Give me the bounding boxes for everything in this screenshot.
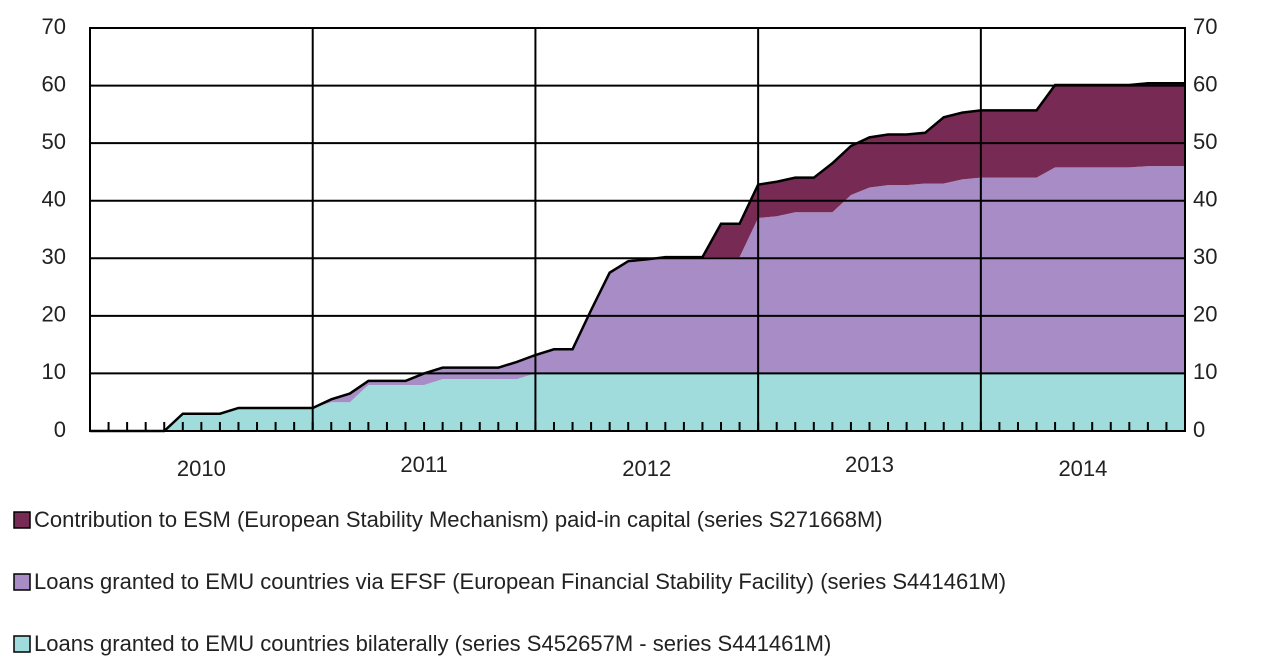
area <box>90 166 1185 431</box>
x-group-label: 2012 <box>622 456 671 481</box>
y2-tick-label: 70 <box>1193 14 1217 39</box>
y-tick-label: 40 <box>42 187 66 212</box>
outline <box>90 82 1185 433</box>
y-tick-label: 30 <box>42 244 66 269</box>
x-group-label: 2010 <box>177 456 226 481</box>
x-group-label: 2013 <box>845 452 894 477</box>
legend-swatch <box>13 573 31 591</box>
y-tick-label: 10 <box>42 359 66 384</box>
legend-label: Contribution to ESM (European Stability … <box>34 507 883 532</box>
y2-tick-label: 20 <box>1193 302 1217 327</box>
y2-tick-label: 50 <box>1193 129 1217 154</box>
x-group-label: 2014 <box>1058 456 1107 481</box>
y-tick-label: 0 <box>54 417 66 442</box>
y2-tick-label: 40 <box>1193 187 1217 212</box>
legend-label: Loans granted to EMU countries via EFSF … <box>34 569 1006 594</box>
y2-tick-label: 0 <box>1193 417 1205 442</box>
area <box>90 373 1185 431</box>
area <box>90 83 1185 432</box>
y-tick-label: 60 <box>42 71 66 96</box>
x-group-label: 2011 <box>400 452 447 477</box>
y-tick-label: 50 <box>42 129 66 154</box>
y2-tick-label: 10 <box>1193 359 1217 384</box>
legend-swatch <box>13 635 31 653</box>
y2-tick-label: 60 <box>1193 71 1217 96</box>
plot-frame <box>89 27 1186 432</box>
legend-swatch <box>13 511 31 529</box>
y-tick-label: 20 <box>42 302 66 327</box>
y2-tick-label: 30 <box>1193 244 1217 269</box>
legend-label: Loans granted to EMU countries bilateral… <box>34 631 831 656</box>
y-tick-label: 70 <box>42 14 66 39</box>
